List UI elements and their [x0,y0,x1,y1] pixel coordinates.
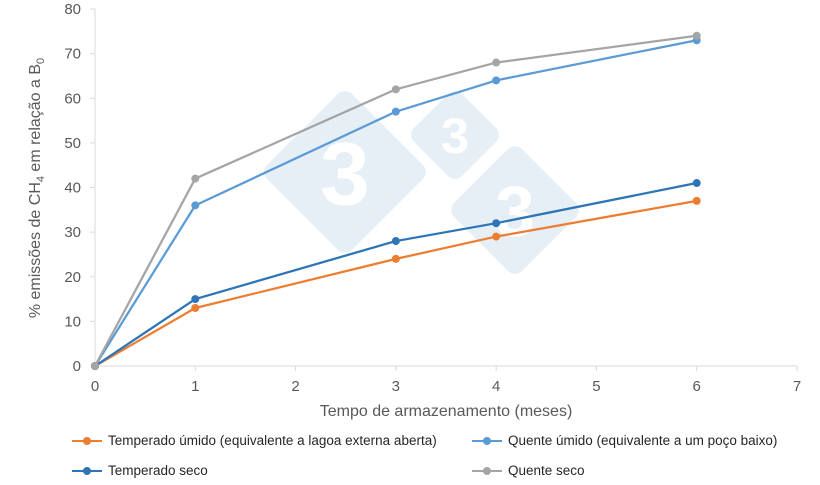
svg-text:4: 4 [492,378,500,395]
data-point [191,303,200,312]
series-1 [91,36,701,370]
data-point [492,76,501,85]
svg-text:1: 1 [191,378,199,395]
data-point [91,362,99,370]
legend-marker-icon [472,465,502,477]
legend-label: Temperado úmido (equivalente a lagoa ext… [108,433,437,448]
legend-item-temperado-umido: Temperado úmido (equivalente a lagoa ext… [72,433,437,448]
svg-text:5: 5 [592,378,600,395]
data-point [391,85,400,94]
x-axis-title: Tempo de armazenamento (meses) [320,403,573,420]
svg-text:10: 10 [64,313,81,330]
svg-text:60: 60 [64,90,81,107]
svg-text:0: 0 [73,358,81,375]
data-point [191,201,200,210]
y-axis-title: % emissões de CH4 em relação a B0 [27,58,47,318]
data-point [692,179,701,188]
legend-marker-icon [72,465,102,477]
legend-item-quente-umido: Quente úmido (equivalente a um poço baix… [472,433,777,448]
svg-text:40: 40 [64,180,81,197]
legend-label: Quente úmido (equivalente a um poço baix… [508,433,778,448]
legend-marker-icon [72,435,102,447]
chart-legend: Temperado úmido (equivalente a lagoa ext… [0,425,820,485]
legend-marker-icon [472,435,502,447]
data-point [191,295,200,304]
series-lines [91,31,701,370]
svg-text:70: 70 [64,46,81,63]
svg-text:3: 3 [392,378,400,395]
series-0 [91,196,701,370]
legend-item-temperado-seco: Temperado seco [72,463,208,478]
series-2 [91,179,701,370]
series-3 [91,31,701,370]
data-point [391,237,400,246]
svg-text:0: 0 [91,378,99,395]
svg-text:6: 6 [693,378,701,395]
svg-text:3: 3 [495,172,535,252]
data-point [391,107,400,116]
legend-label: Temperado seco [108,463,208,478]
svg-text:7: 7 [793,378,801,395]
data-point [191,174,200,183]
svg-text:80: 80 [64,1,81,18]
legend-label: Quente seco [508,463,585,478]
data-point [492,58,501,67]
data-point [492,219,501,228]
legend-item-quente-seco: Quente seco [472,463,585,478]
data-point [692,31,701,40]
watermark-logo: 3 33 [264,91,579,274]
svg-text:30: 30 [64,224,81,241]
svg-text:3: 3 [320,123,370,223]
y-axis-ticks: 0 10 20 30 40 50 60 70 80 [64,1,95,375]
svg-text:50: 50 [64,135,81,152]
data-point [492,232,501,241]
svg-text:20: 20 [64,269,81,286]
svg-text:3: 3 [441,107,469,164]
x-axis-ticks: 0 1 2 3 4 5 6 7 [91,366,801,395]
chart-axes [94,9,797,367]
svg-text:2: 2 [291,378,299,395]
data-point [692,196,701,205]
data-point [391,254,400,263]
